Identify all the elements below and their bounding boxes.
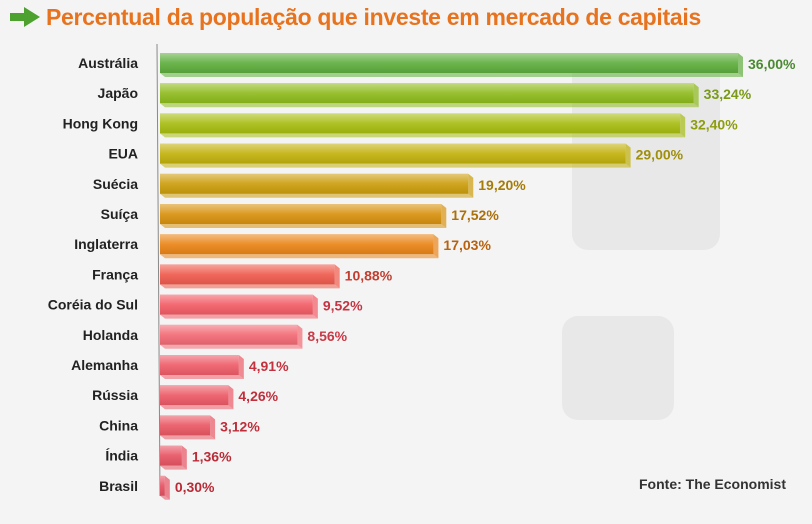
value-label: 17,03% [443, 237, 491, 253]
bar-side [297, 324, 303, 349]
value-label: 17,52% [451, 207, 499, 223]
bar-highlight [160, 113, 681, 134]
bar-side [181, 445, 187, 470]
bar-bottom [160, 465, 187, 470]
category-label: Austrália [78, 55, 138, 71]
category-label: Holanda [83, 327, 138, 343]
category-label: Suíça [101, 206, 139, 222]
bar-bottom [160, 254, 439, 259]
value-label: 0,30% [175, 479, 215, 495]
category-label: Hong Kong [63, 115, 138, 131]
value-label: 36,00% [748, 56, 796, 72]
bar-bottom [160, 375, 244, 379]
bar-bottom [160, 435, 216, 440]
bar-highlight [160, 53, 738, 73]
bar-highlight [160, 143, 626, 164]
bar-side [693, 83, 699, 108]
bar-side [312, 294, 318, 319]
arrow-right-icon [10, 7, 40, 27]
bar-bottom [160, 284, 340, 289]
value-label: 4,26% [238, 388, 278, 404]
category-label: China [99, 417, 138, 433]
value-label: 9,52% [323, 298, 363, 314]
bar-side [738, 53, 743, 77]
bar-side [238, 355, 244, 379]
bar-highlight [160, 355, 239, 375]
bar-bottom [160, 495, 170, 500]
value-label: 1,36% [192, 449, 232, 465]
value-label: 4,91% [249, 358, 289, 374]
category-label: EUA [108, 146, 138, 162]
bar-side [468, 173, 474, 198]
bar-bottom [160, 344, 303, 349]
bar-bottom [160, 163, 631, 168]
bar-side [433, 234, 439, 259]
bar-bottom [160, 133, 686, 138]
category-label: Japão [98, 85, 138, 101]
bar-highlight [160, 83, 694, 104]
category-label: Inglaterra [74, 236, 138, 252]
bar-highlight [160, 264, 335, 285]
bar-bottom [160, 405, 234, 410]
source-note: Fonte: The Economist [639, 476, 786, 492]
bar-highlight [160, 204, 442, 224]
bar-highlight [160, 324, 298, 345]
category-label: Coréia do Sul [48, 297, 138, 313]
bar-side [210, 415, 216, 440]
bar-bottom [160, 103, 699, 108]
bar-highlight [160, 475, 165, 496]
category-label: Rússia [92, 387, 138, 403]
chart-header: Percentual da população que investe em m… [10, 2, 701, 32]
bar-highlight [160, 294, 313, 315]
value-label: 33,24% [704, 86, 752, 102]
bar-highlight [160, 173, 469, 194]
value-label: 8,56% [307, 328, 347, 344]
bar-bottom [160, 314, 318, 319]
bar-side [334, 264, 340, 289]
bar-highlight [160, 415, 211, 436]
category-label: Brasil [99, 478, 138, 494]
category-label: Índia [105, 448, 138, 464]
category-label: Suécia [93, 176, 138, 192]
bar-bottom [160, 193, 474, 198]
bar-highlight [160, 385, 229, 406]
bar-side [625, 143, 631, 168]
chart-title: Percentual da população que investe em m… [46, 3, 701, 30]
bar-highlight [160, 234, 434, 255]
bar-side [441, 204, 447, 228]
category-label: Alemanha [71, 357, 138, 373]
value-label: 10,88% [345, 267, 393, 283]
category-label: França [92, 266, 138, 282]
bar-bottom [160, 224, 447, 228]
bar-side [164, 475, 170, 500]
background-panel [562, 316, 674, 420]
value-label: 3,12% [220, 418, 260, 434]
bar-highlight [160, 445, 182, 466]
bar-side [680, 113, 686, 138]
bar-bottom [160, 73, 743, 77]
category-axis [156, 43, 161, 497]
bar-side [228, 385, 234, 410]
value-label: 32,40% [690, 116, 738, 132]
value-label: 29,00% [636, 147, 684, 163]
value-label: 19,20% [478, 177, 526, 193]
